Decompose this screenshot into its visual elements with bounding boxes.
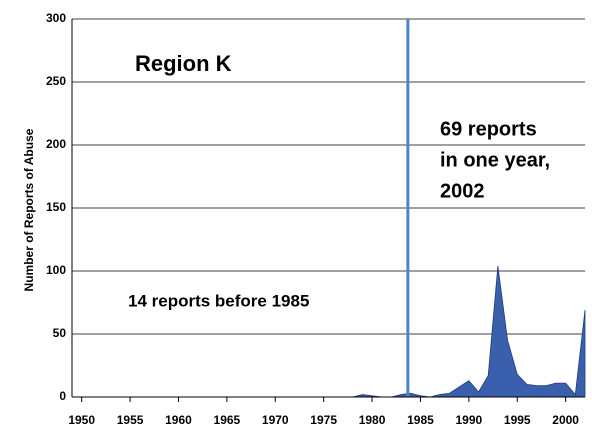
- y-tick-label: 0: [59, 389, 66, 403]
- x-tick-label: 1965: [214, 413, 241, 427]
- area: [81, 265, 586, 398]
- annotation: Region K: [135, 51, 232, 76]
- x-tick-label: 1950: [68, 413, 95, 427]
- annotation: in one year,: [440, 149, 550, 171]
- x-tick-label: 1980: [359, 413, 386, 427]
- x-tick-label: 1990: [455, 413, 482, 427]
- y-tick-label: 200: [46, 137, 66, 151]
- x-tick-label: 2000: [552, 413, 579, 427]
- x-tick-label: 1995: [504, 413, 531, 427]
- y-tick-label: 150: [46, 200, 66, 214]
- y-tick-label: 300: [46, 11, 66, 25]
- annotation: 69 reports: [440, 118, 537, 140]
- y-tick-label: 50: [53, 326, 67, 340]
- x-tick-label: 1975: [310, 413, 337, 427]
- x-tick-label: 1960: [165, 413, 192, 427]
- x-tick-label: 1970: [262, 413, 289, 427]
- x-tick-label: 1955: [117, 413, 144, 427]
- y-tick-label: 100: [46, 263, 66, 277]
- annotation: 14 reports before 1985: [128, 291, 309, 310]
- x-tick-label: 1985: [407, 413, 434, 427]
- y-tick-label: 250: [46, 74, 66, 88]
- y-axis-label: Number of Reports of Abuse: [22, 128, 36, 291]
- annotation: 2002: [440, 180, 485, 202]
